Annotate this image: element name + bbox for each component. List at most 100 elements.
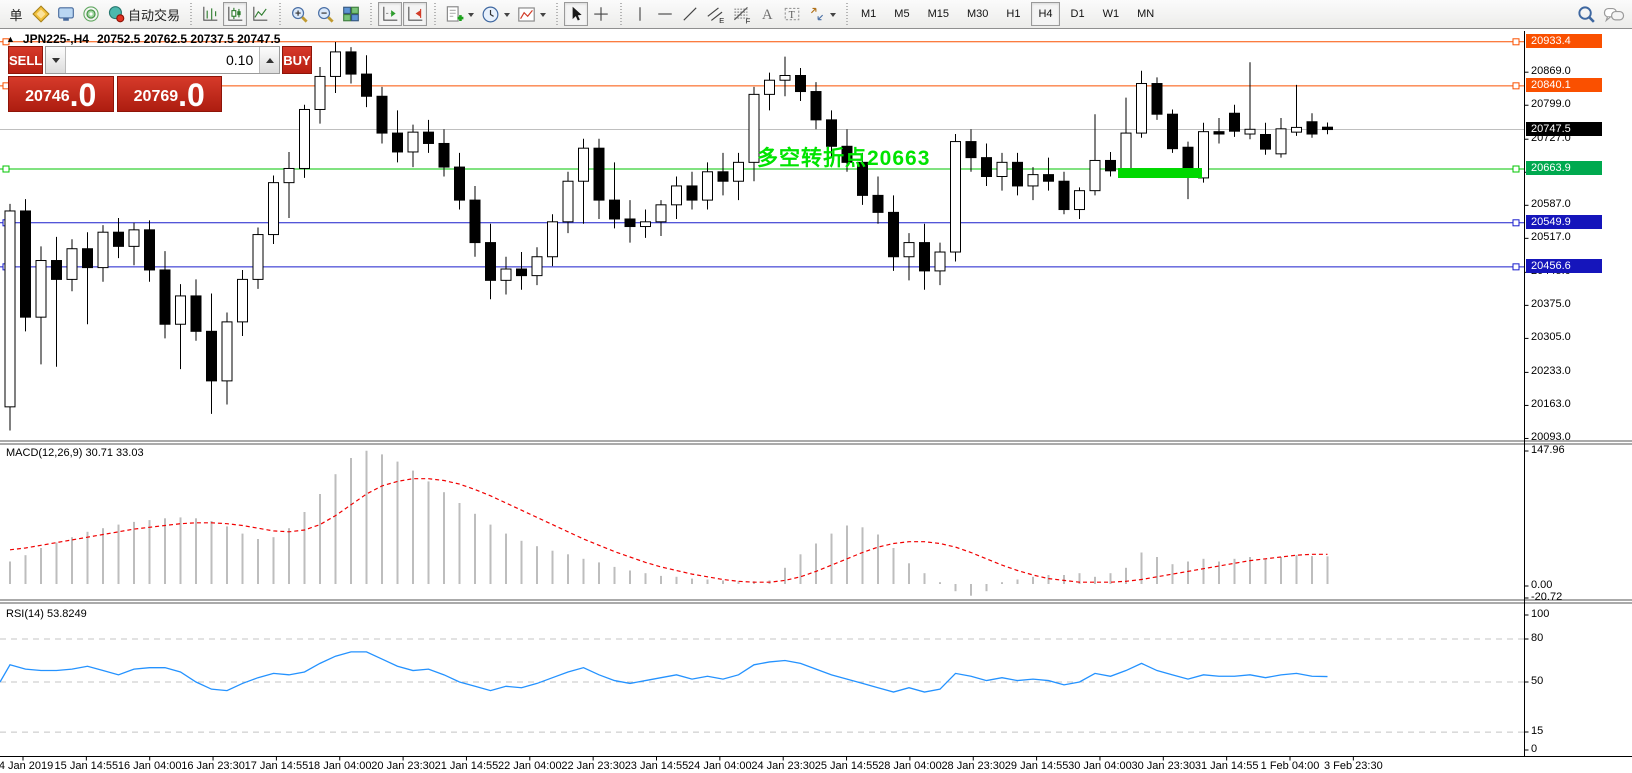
trendline-icon [681,5,699,23]
hline-handle [2,38,10,46]
buy-price[interactable]: 20769.0 [116,76,222,113]
rsi-axis-tick: 15 [1531,724,1544,737]
svg-text:F: F [746,16,751,24]
chart-ohlc-values: 20752.5 20762.5 20737.5 20747.5 [96,32,281,46]
candlestick-type-button[interactable] [223,2,248,26]
dropdown-caret [504,12,511,20]
timeframe-m5-button[interactable]: M5 [887,2,916,26]
text-label-button[interactable]: T [780,2,804,26]
triangle-up-icon [265,54,274,63]
zoom-in-button[interactable] [287,2,312,26]
time-label: 22 Jan 23:30 [561,760,625,772]
fibonacci-button[interactable]: F [729,2,754,26]
chat-button[interactable] [1600,2,1628,26]
tile-windows-button[interactable] [339,2,363,26]
periods-button[interactable] [478,2,513,26]
zoom-out-button[interactable] [313,2,338,26]
chart-canvas[interactable] [0,30,1632,773]
time-label: 16 Jan 23:30 [181,760,245,772]
price-badge: 20840.1 [1526,77,1602,92]
timeframe-d1-button[interactable]: D1 [1064,2,1092,26]
new-order-button[interactable]: 单 [4,2,28,26]
toolbar: 单 自动交易 E F A T [0,0,1632,29]
pivot-annotation[interactable]: 多空转折点20663 [757,147,931,170]
svg-text:T: T [789,10,795,21]
hline-handle [1512,165,1520,173]
indicators-button[interactable] [442,2,477,26]
volume-increase-button[interactable] [259,47,280,73]
vertical-line-button[interactable] [628,2,652,26]
time-label: 15 Jan 14:55 [54,760,119,772]
sell-price-main: 20746 [25,88,70,105]
quotes-button[interactable] [29,2,53,26]
line-chart-type-button[interactable] [248,2,272,26]
crosshair-icon [592,5,610,23]
horizontal-line-button[interactable] [653,2,677,26]
autotrading-button[interactable]: 自动交易 [104,2,183,26]
chart-shift-icon [381,5,399,23]
macd-axis-tick: 147.96 [1531,443,1565,456]
time-label: 18 Jan 04:00 [307,760,372,772]
horizontal-line-icon [656,5,674,23]
equidistant-channel-icon: E [706,5,725,24]
signal-button[interactable] [79,2,103,26]
equidistant-channel-button[interactable]: E [703,2,728,26]
cursor-icon [567,5,585,23]
svg-text:E: E [719,15,724,23]
price-tick: 20799.0 [1531,97,1571,110]
toolbar-separator [843,3,851,25]
timeframe-h4-button[interactable]: H4 [1031,2,1060,26]
rsi-axis-tick: 80 [1531,631,1544,644]
arrows-icon [808,5,826,23]
price-badge: 20663.9 [1526,161,1602,175]
timeframe-h1-button[interactable]: H1 [999,2,1027,26]
volume-decrease-button[interactable] [46,47,67,73]
timeframe-w1-button[interactable]: W1 [1096,2,1127,26]
chart-shift-button[interactable] [378,2,403,26]
search-button[interactable] [1574,2,1599,26]
fibonacci-icon: F [732,5,751,24]
hline-handle [2,165,10,173]
volume-input[interactable] [66,47,260,73]
bar-chart-icon [201,5,219,23]
hline-handle [1512,82,1520,90]
templates-button[interactable] [514,2,549,26]
price-badge: 20933.4 [1526,33,1602,48]
toolbar-separator [276,3,284,25]
text-label-icon: T [783,5,801,23]
timeframe-m1-button[interactable]: M1 [854,2,883,26]
bar-chart-type-button[interactable] [198,2,222,26]
buy-price-frac: .0 [178,77,205,113]
sell-price[interactable]: 20746.0 [8,76,114,112]
timeframe-mn-button[interactable]: MN [1130,2,1161,26]
highlight-zone [1118,168,1202,179]
crosshair-button[interactable] [589,2,613,26]
price-tick: 20587.0 [1531,197,1571,210]
price-tick: 20869.0 [1531,64,1571,77]
templates-icon [517,5,536,24]
auto-scroll-icon [406,5,424,23]
auto-scroll-button[interactable] [403,2,428,26]
price-axis[interactable]: 20869.020799.020727.020657.020587.020517… [1524,29,1632,756]
market-watch-icon [57,5,75,23]
chart-symbol-period: JPN225-,H4 [22,32,89,46]
time-label: 17 Jan 14:55 [244,760,309,772]
chart-window: ▲ JPN225-,H4 20752.5 20762.5 20737.5 207… [0,29,1632,773]
text-button[interactable]: A [755,2,779,26]
chart-expand-icon[interactable]: ▲ [6,34,15,44]
cursor-button[interactable] [564,2,589,26]
time-label: 24 Jan 04:00 [688,760,752,772]
timeframe-m30-button[interactable]: M30 [960,2,995,26]
arrows-button[interactable] [805,2,839,26]
time-label: 22 Jan 04:00 [497,760,562,772]
buy-button[interactable]: BUY [282,46,312,74]
rsi-line [0,651,1328,693]
price-tick: 20375.0 [1531,297,1571,310]
toolbar-separator [617,3,625,25]
market-watch-button[interactable] [54,2,78,26]
time-label: 25 Jan 14:55 [814,760,879,772]
sell-button[interactable]: SELL [8,46,44,74]
trendline-button[interactable] [678,2,702,26]
timeframe-m15-button[interactable]: M15 [921,2,956,26]
